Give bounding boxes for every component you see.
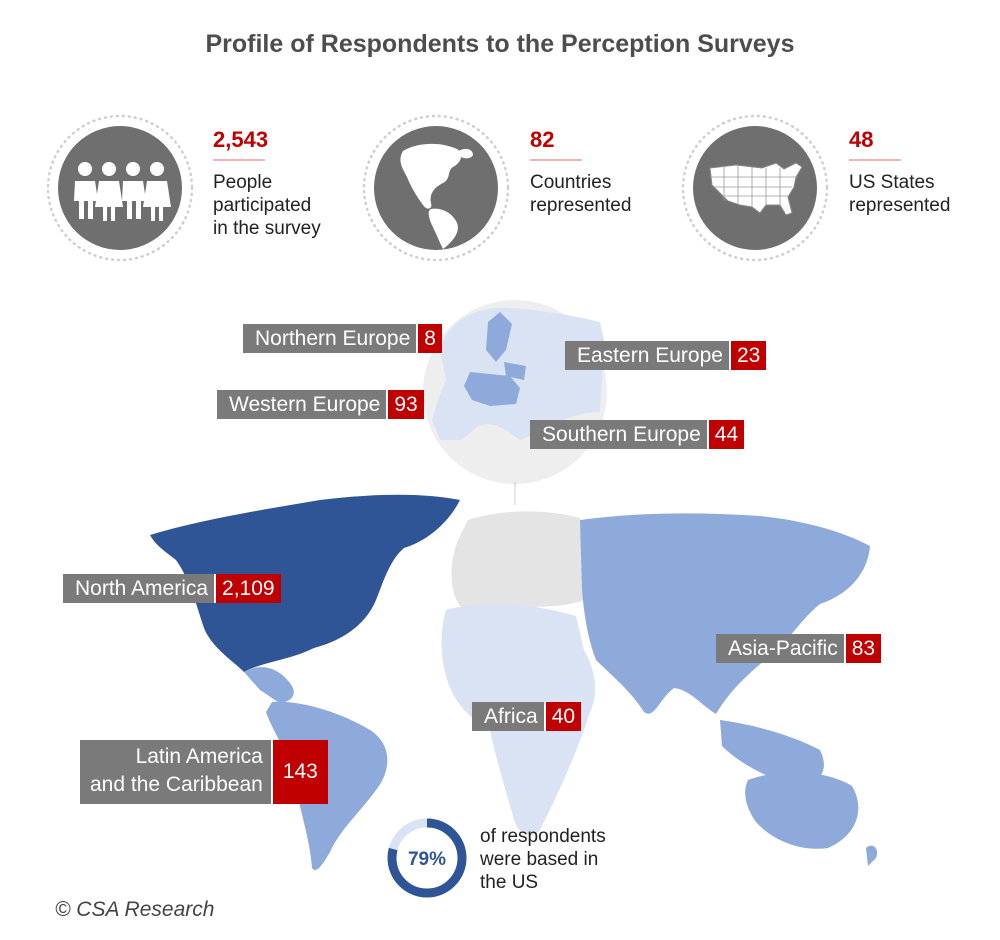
people-icon: [46, 114, 194, 262]
region-name: Latin America and the Caribbean: [80, 740, 271, 804]
region-label-asia-pacific: Asia-Pacific 83: [716, 634, 882, 663]
us-share-percent: 79%: [408, 849, 446, 870]
us-share-donut: 79%: [387, 818, 467, 898]
stat-description-line: participated: [213, 195, 312, 216]
region-name-line: Latin America: [135, 745, 263, 768]
region-label-eastern-europe: Eastern Europe 23: [565, 341, 767, 370]
region-value: 23: [728, 341, 767, 370]
region-name: Africa: [472, 702, 544, 731]
region-label-western-europe: Western Europe 93: [217, 390, 424, 419]
us-map-icon: [681, 114, 829, 262]
us-share-arc: [387, 818, 467, 898]
stat-divider: [530, 159, 582, 161]
globe-americas-icon: [362, 114, 510, 262]
stat-divider: [849, 159, 901, 161]
stat-countries: 82 Countries represented: [530, 127, 631, 217]
region-label-north-america: North America 2,109: [63, 574, 281, 603]
stat-description-line: US States: [849, 172, 935, 193]
region-value: 93: [386, 390, 424, 419]
region-name: Northern Europe: [243, 324, 417, 353]
world-continents: [150, 494, 878, 871]
stat-description: People participated in the survey: [213, 171, 321, 240]
stat-us-states: 48 US States represented: [849, 127, 950, 217]
stat-description-line: represented: [530, 195, 632, 216]
us-share-caption-line: were based in: [480, 849, 599, 870]
stat-value: 82: [530, 127, 555, 152]
region-label-southern-europe: Southern Europe 44: [530, 420, 745, 449]
region-name: Asia-Pacific: [716, 634, 844, 663]
region-value: 8: [416, 324, 442, 353]
stat-description: Countries represented: [530, 171, 631, 217]
region-name: Eastern Europe: [565, 341, 729, 370]
region-value: 40: [543, 702, 582, 731]
stat-divider: [213, 159, 265, 161]
region-value: 83: [843, 634, 882, 663]
region-label-northern-europe: Northern Europe 8: [243, 324, 442, 353]
stat-description-line: in the survey: [213, 218, 321, 239]
region-value: 44: [706, 420, 745, 449]
region-name: Western Europe: [217, 390, 387, 419]
credit: © CSA Research: [55, 898, 215, 921]
europe-inset: [423, 300, 607, 505]
region-name: North America: [63, 574, 215, 603]
stat-value: 48: [849, 127, 874, 152]
region-value: 143: [270, 740, 328, 804]
stat-description-line: represented: [849, 195, 951, 216]
stat-description-line: People: [213, 172, 273, 193]
us-share-caption-line: of respondents: [480, 826, 606, 847]
stat-people: 2,543 People participated in the survey: [213, 127, 321, 240]
region-label-africa: Africa 40: [472, 702, 582, 731]
us-share-caption: of respondents were based in the US: [480, 825, 606, 894]
us-share-caption-line: the US: [480, 872, 539, 893]
region-name: Southern Europe: [530, 420, 707, 449]
stat-value: 2,543: [213, 127, 269, 152]
page-title: Profile of Respondents to the Perception…: [205, 30, 795, 58]
region-label-latin-america: Latin America and the Caribbean 143: [80, 740, 328, 804]
stat-description: US States represented: [849, 171, 950, 217]
region-name-line: and the Caribbean: [90, 773, 263, 796]
stat-description-line: Countries: [530, 172, 612, 193]
region-value: 2,109: [214, 574, 281, 603]
